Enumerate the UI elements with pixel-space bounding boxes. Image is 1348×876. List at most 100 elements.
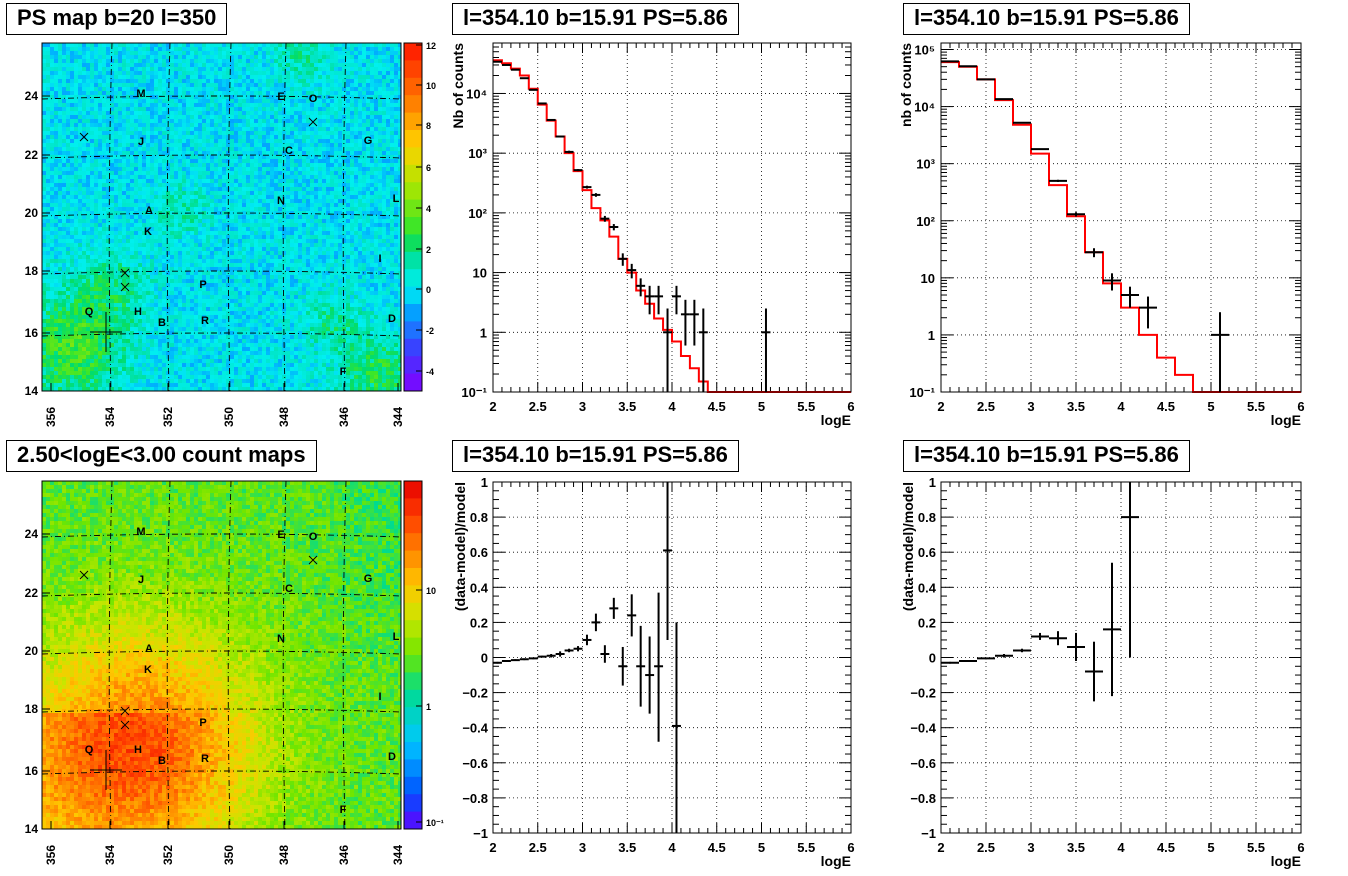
y-tick-label: 18 <box>25 264 39 278</box>
y-tick-label: −0.8 <box>910 791 936 806</box>
colorbar-band <box>404 811 422 830</box>
source-label-m: M <box>136 526 145 538</box>
x-tick-label: 3 <box>1027 840 1034 855</box>
y-tick-label: 1 <box>481 475 488 490</box>
x-tick-label: 356 <box>44 407 58 427</box>
colorbar-band <box>404 672 422 691</box>
source-label-q: Q <box>85 306 94 318</box>
y-tick-label: 10³ <box>916 157 935 172</box>
x-tick-label: 5 <box>1207 840 1214 855</box>
x-axis-label: logE <box>1271 412 1301 428</box>
y-tick-label: 10² <box>468 206 487 221</box>
y-tick-label: 10⁴ <box>914 100 935 115</box>
x-tick-label: 3 <box>579 399 586 414</box>
y-tick-label: 10⁻¹ <box>909 385 935 400</box>
y-tick-label: −1 <box>473 826 488 841</box>
source-label-i: I <box>378 691 381 703</box>
source-label-c: C <box>285 145 293 157</box>
x-tick-label: 5 <box>1207 399 1214 414</box>
y-tick-label: 0 <box>481 651 488 666</box>
longitude-line <box>282 480 287 830</box>
longitude-line <box>166 480 171 830</box>
heatmap-cells <box>42 43 401 391</box>
source-label-d: D <box>388 751 396 763</box>
map-title-counts: 2.50<logE<3.00 count maps <box>6 440 317 472</box>
source-label-f: F <box>340 366 347 378</box>
colorbar-band <box>404 498 422 517</box>
colorbar-band <box>404 776 422 795</box>
colorbar-frame <box>403 480 423 830</box>
colorbar-band <box>404 147 422 166</box>
x-tick-label: 348 <box>277 845 291 865</box>
map-title-ps: PS map b=20 l=350 <box>6 3 228 35</box>
colorbar-band <box>404 794 422 813</box>
longitude-line <box>342 42 347 392</box>
colorbar: 12 10 8 6 4 2 0 -2 -4 <box>403 41 436 392</box>
source-x-marker <box>308 555 318 565</box>
colorbar-band <box>404 112 422 131</box>
x-tick-label: 348 <box>277 407 291 427</box>
y-tick-label: 0.2 <box>470 615 488 630</box>
chart-title-residuals: l=354.10 b=15.91 PS=5.86 <box>452 440 739 472</box>
colorbar-frame <box>403 42 423 392</box>
x-axis-label: logE <box>821 412 851 428</box>
y-tick-label: 20 <box>25 644 39 658</box>
x-tick-label: 6 <box>1297 399 1304 414</box>
source-label-n: N <box>277 195 285 207</box>
source-label-g: G <box>364 135 373 147</box>
y-tick-label: 0.2 <box>918 615 936 630</box>
x-tick-label: 2.5 <box>977 840 995 855</box>
x-tick-label: 2 <box>937 840 944 855</box>
y-tick-label: 0.8 <box>918 510 936 525</box>
colorbar-tick-label: 4 <box>426 204 431 214</box>
x-tick-label: 5.5 <box>797 399 815 414</box>
source-label-k: K <box>144 226 152 238</box>
x-tick-label: 3.5 <box>1067 840 1085 855</box>
y-tick-label: 10 <box>921 271 935 286</box>
x-tick-label: 2.5 <box>529 399 547 414</box>
y-tick-label: 22 <box>25 148 39 162</box>
source-label-d: D <box>388 313 396 325</box>
source-x-marker <box>120 282 130 292</box>
source-x-marker <box>120 268 130 278</box>
x-tick-label: 352 <box>161 407 175 427</box>
source-label-q: Q <box>85 744 94 756</box>
colorbar-band <box>404 637 422 656</box>
y-tick-label: −1 <box>921 826 936 841</box>
plot-area <box>941 43 1301 392</box>
colorbar-tick-label: 0 <box>426 285 431 295</box>
x-tick-label: 3.5 <box>1067 399 1085 414</box>
chart-title-spectrum-rebinned: l=354.10 b=15.91 PS=5.86 <box>903 3 1190 35</box>
source-label-b: B <box>158 317 166 329</box>
colorbar-tick-label: 8 <box>426 121 431 131</box>
colorbar-band <box>404 286 422 305</box>
source-label-e: E <box>277 91 284 103</box>
colorbar-band <box>404 568 422 586</box>
x-tick-label: 3.5 <box>618 840 636 855</box>
source-label-k: K <box>144 664 152 676</box>
colorbar-band <box>404 130 422 148</box>
colorbar-band <box>404 60 422 79</box>
y-tick-label: 1 <box>929 475 936 490</box>
colorbar-tick-label: 2 <box>426 245 431 255</box>
source-label-h: H <box>134 744 142 756</box>
y-tick-label: −0.2 <box>910 686 936 701</box>
colorbar-tick-label: 1 <box>426 702 431 712</box>
x-tick-label: 354 <box>103 845 117 865</box>
y-tick-label: 10³ <box>468 146 487 161</box>
colorbar-tick-label: 10 <box>426 81 436 91</box>
longitude-line <box>108 42 113 392</box>
plot-frame <box>492 42 852 393</box>
plot-frame <box>940 42 1302 393</box>
chart-0: 2 2.5 3 3.5 4 4.5 5 5.5 6 10⁻¹ 1 10 10² 10³ 10⁴ logE Nb … <box>450 42 855 428</box>
colorbar-band <box>404 217 422 235</box>
y-tick-label: 16 <box>25 764 39 778</box>
y-tick-label: 0.4 <box>470 580 489 595</box>
x-tick-label: 4.5 <box>1157 840 1175 855</box>
x-tick-label: 4 <box>1117 399 1125 414</box>
y-tick-label: 0.6 <box>918 545 936 560</box>
x-tick-label: 4.5 <box>1157 399 1175 414</box>
colorbar-band <box>404 321 422 340</box>
y-tick-label: 10⁻¹ <box>461 385 487 400</box>
